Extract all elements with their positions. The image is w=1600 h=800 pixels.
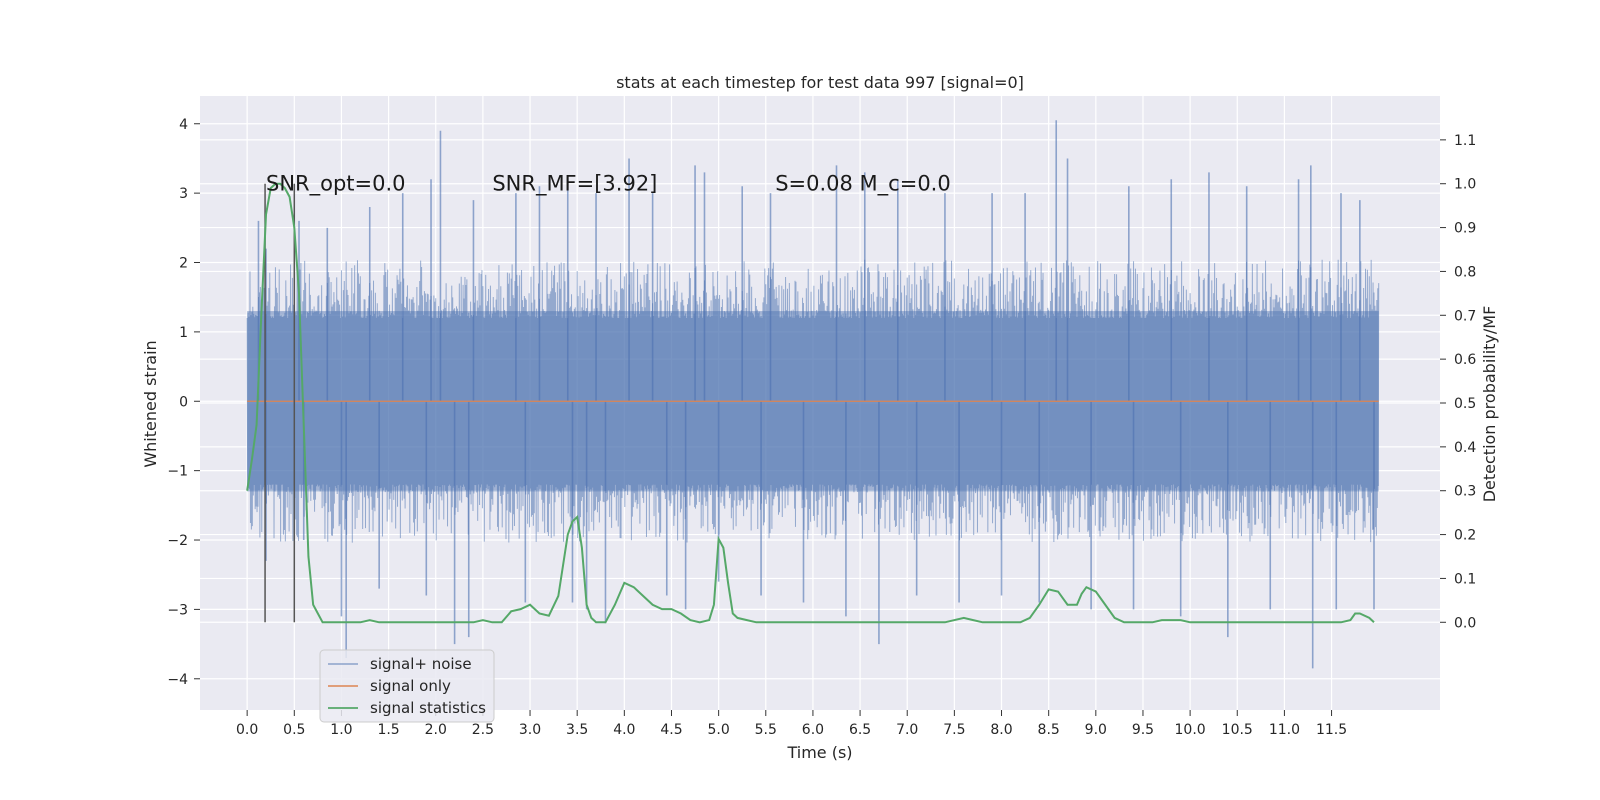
y2-tick-label: 0.4: [1454, 440, 1476, 456]
chart-title: stats at each timestep for test data 997…: [616, 73, 1024, 92]
y2-tick-label: 1.0: [1454, 177, 1476, 193]
x-tick-label: 11.0: [1269, 722, 1300, 738]
y-axis-label: Whitened strain: [141, 340, 160, 467]
y2-tick-label: 1.1: [1454, 133, 1476, 149]
y2-tick-label: 0.5: [1454, 396, 1476, 412]
x-tick-label: 6.0: [802, 722, 824, 738]
annotations: SNR_opt=0.0 SNR_MF=[3.92] S=0.08 M_c=0.0: [266, 172, 951, 197]
annotation-text: SNR_opt=0.0: [266, 172, 406, 197]
legend-label-signal-only: signal only: [370, 677, 451, 695]
y-tick-label: −1: [167, 464, 188, 480]
y-tick-label: 0: [179, 394, 188, 410]
y-tick-label: −2: [167, 533, 188, 549]
y2-tick-label: 0.9: [1454, 221, 1476, 237]
reference-lines: [264, 183, 296, 623]
legend-box: [319, 649, 495, 723]
x-tick-label: 1.5: [377, 722, 399, 738]
signal-statistics-series: [246, 182, 1375, 624]
series-line-signal-statistics: [246, 182, 1375, 624]
y-tick-label: 2: [179, 256, 188, 272]
x-tick-label: 10.5: [1222, 722, 1253, 738]
y-tick-label: −4: [167, 672, 188, 688]
series-line-signal-noise: [246, 259, 1380, 543]
y-tick-label: 1: [179, 325, 188, 341]
x-tick-label: 11.5: [1316, 722, 1347, 738]
x-tick-label: 3.5: [566, 722, 588, 738]
x-tick-label: 9.5: [1132, 722, 1154, 738]
annotation-text: S=0.08 M_c=0.0: [775, 172, 951, 197]
x-tick-label: 0.5: [283, 722, 305, 738]
legend: signal+ noise signal only signal statist…: [319, 649, 495, 723]
y2-tick-label: 0.2: [1454, 528, 1476, 544]
x-tick-label: 3.0: [519, 722, 541, 738]
legend-label-signal-noise: signal+ noise: [370, 655, 472, 673]
y2-tick-label: 0.6: [1454, 352, 1476, 368]
x-axis-ticks: 0.0 0.5 1.0 1.5 2.0 2.5 3.0 3.5 4.0 4.5 5.0 5.5 6.0 6…: [236, 710, 1347, 738]
y2-tick-label: 0.7: [1454, 308, 1476, 324]
y-tick-label: 3: [179, 186, 188, 202]
x-tick-label: 1.0: [330, 722, 352, 738]
x-tick-label: 8.0: [990, 722, 1012, 738]
x-tick-label: 5.5: [755, 722, 777, 738]
x-tick-label: 4.0: [613, 722, 635, 738]
y2-tick-label: 0.8: [1454, 264, 1476, 280]
x-tick-label: 4.5: [660, 722, 682, 738]
y2-tick-label: 0.3: [1454, 484, 1476, 500]
x-tick-label: 9.0: [1085, 722, 1107, 738]
x-tick-label: 2.5: [472, 722, 494, 738]
y2-tick-label: 0.1: [1454, 571, 1476, 587]
y-axis-ticks: −4 −3 −2 −1 0 1 2 3 4: [167, 117, 200, 688]
x-tick-label: 2.0: [425, 722, 447, 738]
y2-axis-label: Detection probability/MF: [1480, 306, 1499, 503]
x-tick-label: 5.0: [707, 722, 729, 738]
y-tick-label: 4: [179, 117, 188, 133]
y2-axis-ticks: 0.0 0.1 0.2 0.3 0.4 0.5 0.6 0.7 0.8 0.9 1.0 1.1: [1440, 133, 1476, 631]
annotation-text: SNR_MF=[3.92]: [492, 172, 657, 197]
x-tick-label: 7.5: [943, 722, 965, 738]
x-tick-label: 10.0: [1175, 722, 1206, 738]
x-tick-label: 6.5: [849, 722, 871, 738]
x-tick-label: 7.0: [896, 722, 918, 738]
legend-label-signal-statistics: signal statistics: [370, 699, 486, 717]
y-tick-label: −3: [167, 602, 188, 618]
x-tick-label: 8.5: [1038, 722, 1060, 738]
x-tick-label: 0.0: [236, 722, 258, 738]
y2-tick-label: 0.0: [1454, 615, 1476, 631]
x-axis-label: Time (s): [786, 743, 852, 762]
